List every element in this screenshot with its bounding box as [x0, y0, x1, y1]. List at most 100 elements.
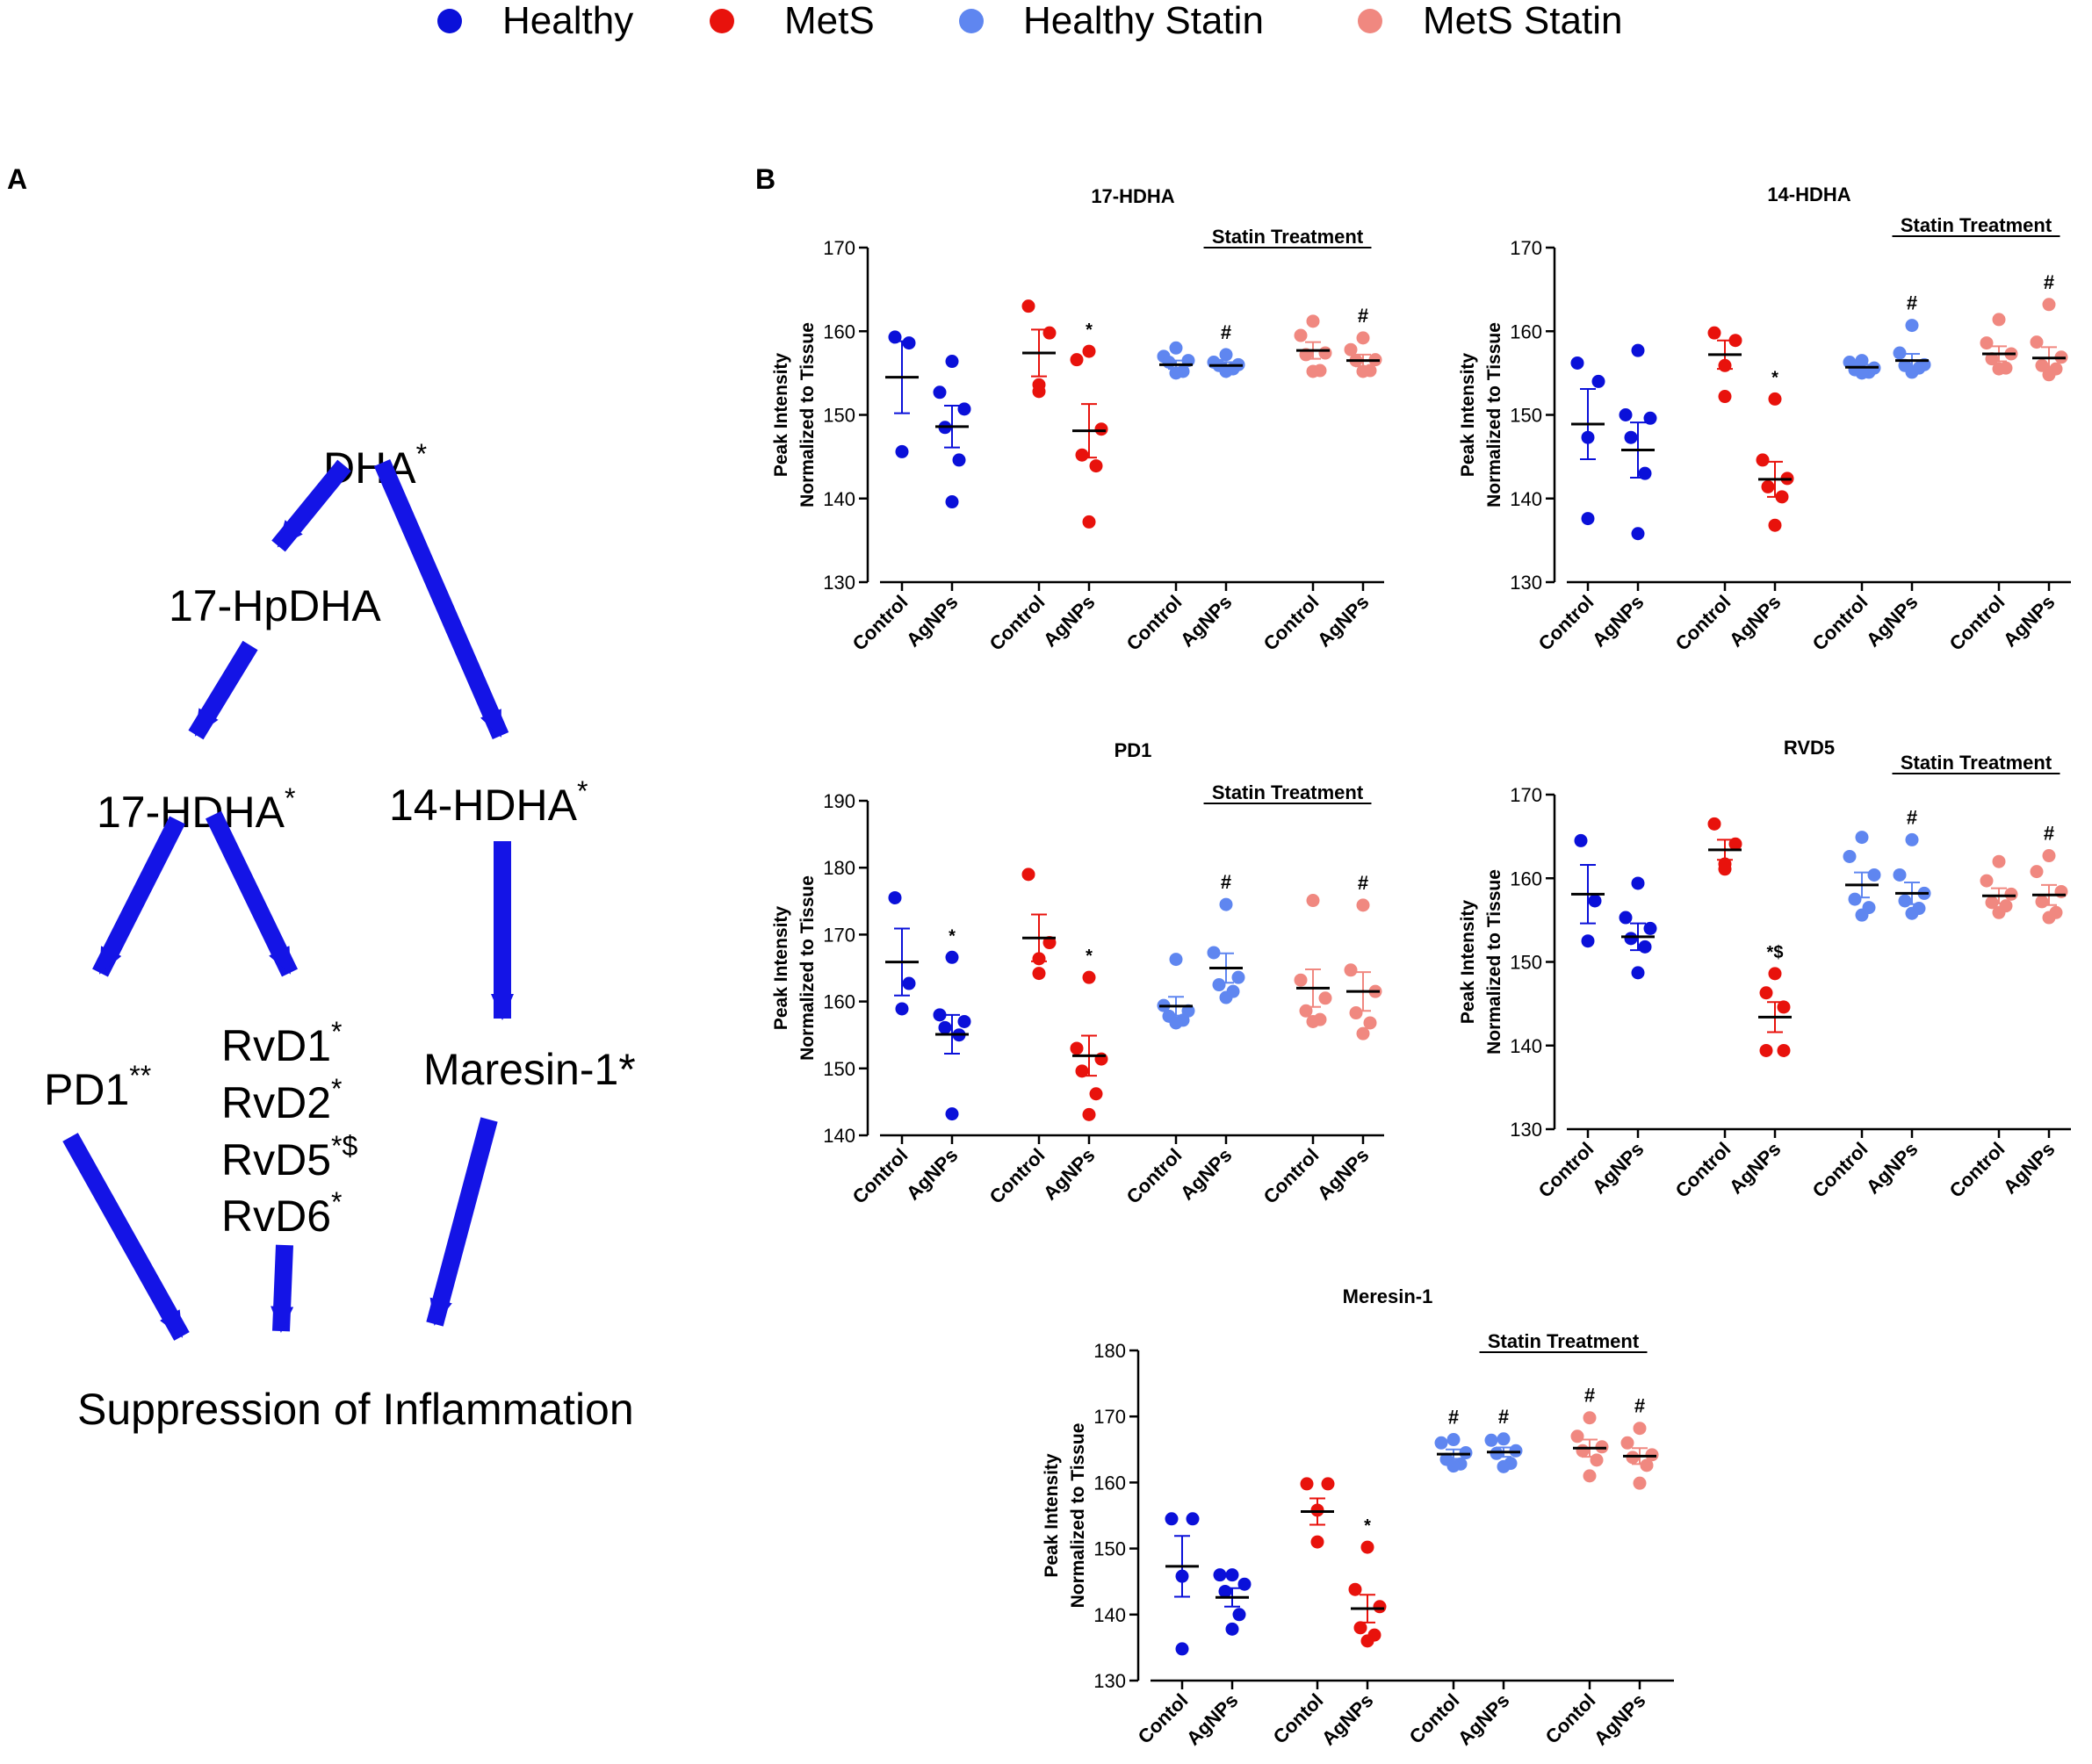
data-point — [1848, 892, 1862, 906]
data-point — [1089, 459, 1103, 473]
panel-a-letter: A — [7, 163, 27, 195]
x-category-label-control: Control — [1534, 1138, 1598, 1202]
data-point — [1509, 1444, 1523, 1458]
data-point — [2035, 358, 2049, 372]
node-rvd5: RvD5*$ — [221, 1130, 357, 1184]
chart-pd1: PD1 Statin Treatment 140 150 160 170 180 190 Pea… — [771, 739, 1384, 1208]
legend-label-healthy-statin: Healthy Statin — [1023, 0, 1264, 42]
y-axis-label-line1: Peak Intensity — [771, 906, 791, 1031]
data-point — [1638, 466, 1652, 480]
significance-mark: * — [1364, 1516, 1371, 1536]
data-point — [1497, 1459, 1511, 1473]
x-category-label-agnps: AgNPs — [1313, 591, 1374, 652]
chart-meresin-1: Meresin-1 Statin Treatment 130 140 150 160 170… — [1042, 1285, 1674, 1750]
chart-14-hdha: 14-HDHA Statin Treatment 130 140 150 160 170 Pe… — [1458, 184, 2071, 655]
data-point — [1310, 1535, 1324, 1549]
node-suppression-of-inflammation: Suppression of Inflammation — [77, 1385, 634, 1434]
data-point — [1768, 392, 1782, 406]
data-group-2 — [1619, 876, 1657, 980]
data-group-5 — [1843, 354, 1881, 380]
data-point — [1992, 313, 2006, 327]
data-point — [1094, 422, 1108, 436]
x-category-label-agnps: AgNPs — [1176, 1144, 1237, 1205]
data-point — [1574, 833, 1588, 847]
data-point — [1633, 1422, 1647, 1436]
data-point — [957, 402, 971, 416]
chart-title: Meresin-1 — [1343, 1285, 1433, 1307]
data-point — [1175, 1569, 1189, 1583]
statin-treatment-label: Statin Treatment — [1901, 752, 2052, 774]
y-tick-label: 190 — [823, 790, 855, 812]
data-point — [1581, 934, 1595, 948]
data-point — [2030, 335, 2044, 349]
data-group-7 — [1980, 313, 2018, 376]
x-category-label-agnps: AgNPs — [902, 591, 963, 652]
data-point — [933, 385, 947, 400]
node-14-hdha: 14-HDHA* — [389, 775, 588, 830]
node-maresin-1: Maresin-1* — [423, 1045, 636, 1094]
data-point — [2035, 895, 2049, 909]
data-group-5: # — [1434, 1407, 1473, 1473]
data-point — [2004, 887, 2018, 901]
data-point — [1756, 453, 1770, 467]
data-point — [1626, 1451, 1640, 1465]
data-point — [888, 330, 902, 344]
data-point — [1218, 1584, 1232, 1598]
y-tick-label: 170 — [823, 924, 855, 946]
data-point — [1032, 385, 1046, 399]
x-category-label-contol: Contol — [1269, 1689, 1328, 1748]
data-point — [1855, 354, 1869, 368]
y-axis-label-line1: Peak Intensity — [1458, 900, 1478, 1025]
data-group-6: # — [1893, 292, 1931, 379]
data-group-7: # — [1570, 1385, 1609, 1483]
data-point — [1893, 868, 1907, 882]
x-category-label-agnps: AgNPs — [1182, 1689, 1243, 1750]
data-group-6: # — [1484, 1406, 1523, 1473]
y-tick-label: 140 — [823, 488, 855, 510]
data-point — [1777, 1000, 1791, 1014]
y-tick-label: 180 — [823, 857, 855, 879]
data-point — [1318, 991, 1332, 1005]
y-axis-label-line1: Peak Intensity — [771, 353, 791, 478]
y-tick-label: 130 — [1093, 1670, 1126, 1692]
data-group-8: # — [1344, 305, 1382, 378]
panel-b-letter: B — [755, 163, 775, 195]
data-group-4: *$ — [1758, 943, 1792, 1057]
data-point — [1985, 896, 1999, 910]
data-point — [1777, 1043, 1791, 1057]
data-point — [1032, 967, 1046, 981]
significance-mark: # — [2044, 823, 2054, 845]
y-tick-label: 170 — [1510, 784, 1542, 806]
y-tick-label: 160 — [823, 991, 855, 1013]
y-tick-label: 150 — [1093, 1538, 1126, 1560]
y-tick-label: 170 — [823, 237, 855, 259]
data-group-4: * — [1756, 368, 1794, 532]
data-point — [1082, 515, 1096, 529]
y-tick-label: 170 — [1510, 237, 1542, 259]
data-group-8: # — [2030, 823, 2068, 925]
data-point — [1232, 1608, 1246, 1622]
data-group-2 — [933, 355, 971, 509]
data-group-1 — [1570, 356, 1605, 526]
x-category-label-control: Control — [1122, 1144, 1187, 1208]
significance-mark: * — [1771, 368, 1778, 387]
arrow-maresin-1-to-suppression — [426, 1117, 498, 1327]
legend-item-healthy-statin: Healthy Statin — [959, 0, 1264, 42]
x-category-label-agnps: AgNPs — [1039, 591, 1100, 652]
data-point — [1905, 319, 1919, 333]
data-point — [1581, 512, 1595, 526]
data-point — [1624, 430, 1638, 444]
data-point — [1905, 365, 1919, 379]
data-group-3 — [1300, 1477, 1335, 1549]
data-point — [1306, 364, 1320, 378]
data-group-7 — [1980, 854, 2018, 919]
chart-title: 17-HDHA — [1091, 185, 1174, 207]
y-tick-label: 150 — [1510, 405, 1542, 427]
legend-marker-healthy-statin — [959, 9, 984, 33]
y-tick-label: 160 — [1510, 868, 1542, 889]
data-point — [1583, 1411, 1597, 1425]
data-point — [1082, 970, 1096, 984]
arrow-pd1-to-suppression — [62, 1133, 190, 1341]
significance-mark: # — [1907, 292, 1917, 314]
significance-mark: # — [2044, 271, 2054, 293]
